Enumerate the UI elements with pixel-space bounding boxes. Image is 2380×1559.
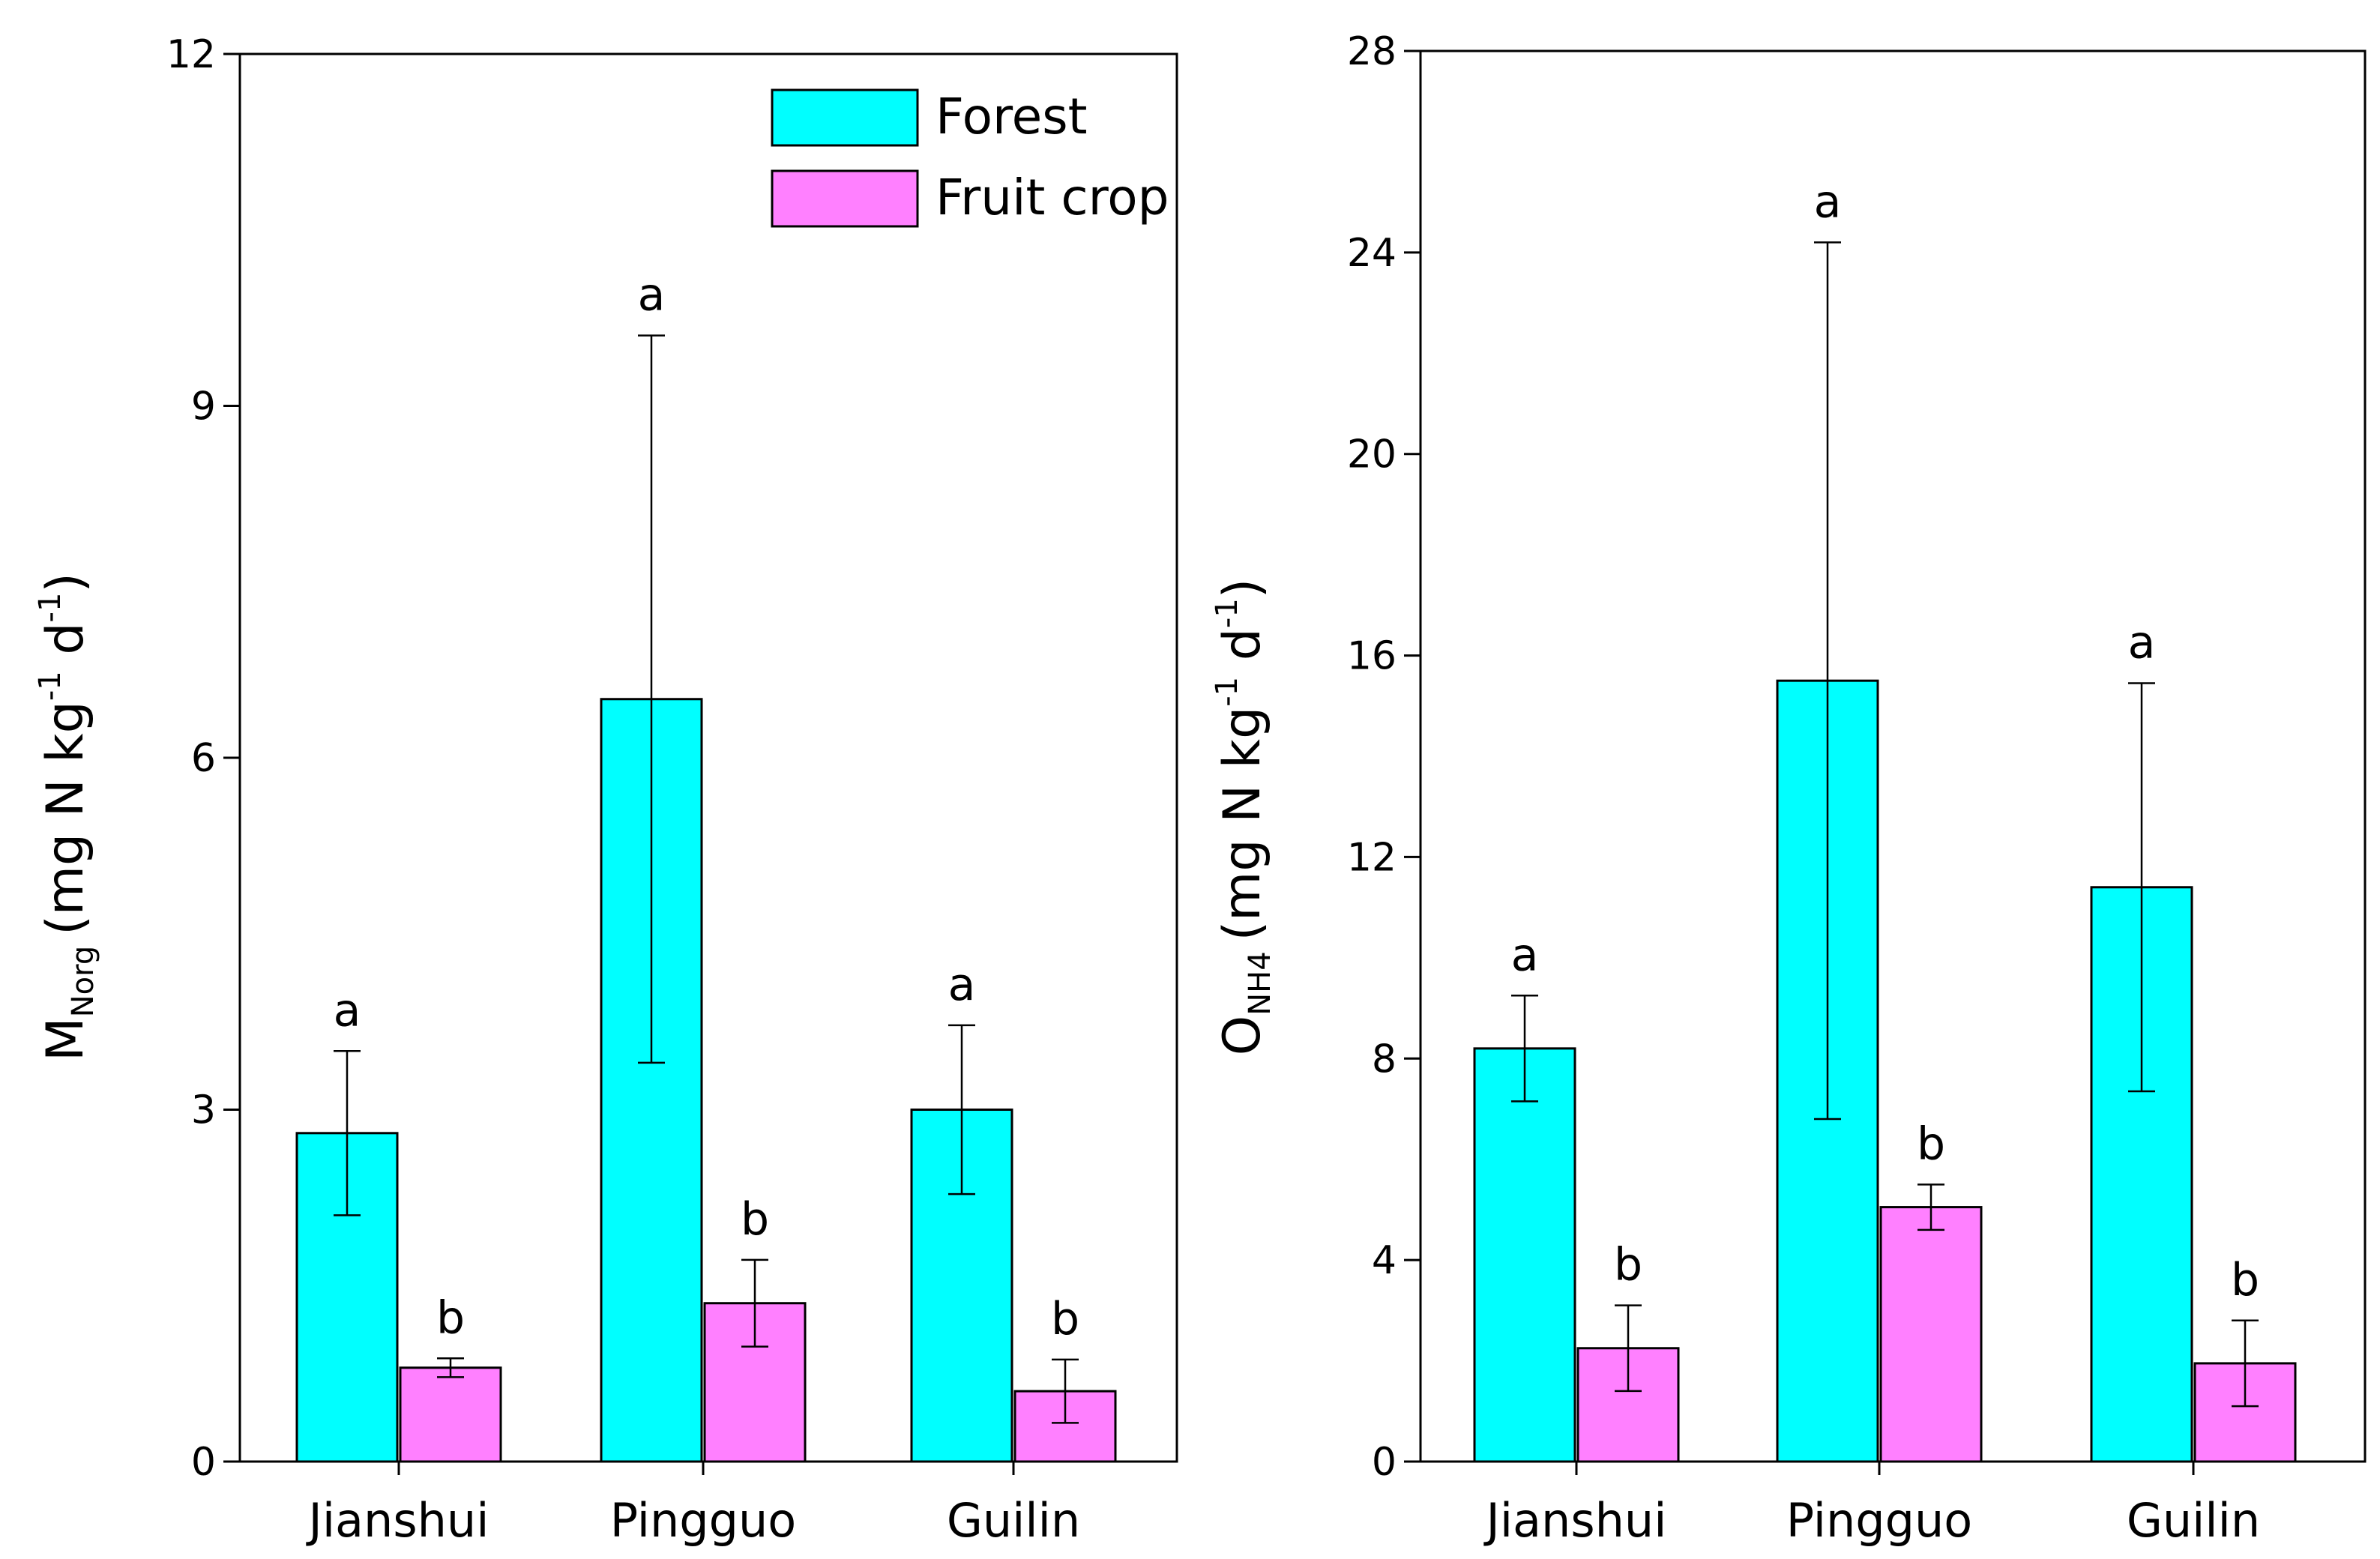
y-axis-label: ONH4(mg N kg-1 d-1) [1210,579,1277,1056]
y-tick-label: 9 [191,385,216,429]
y-axis-label-sup1: -1 [1210,677,1244,707]
legend-swatch [771,88,919,147]
significance-letter: a [334,984,361,1037]
y-tick-label: 12 [166,32,216,77]
legend-label: Forest [936,88,1088,145]
y-axis-label-main: M [36,1017,95,1061]
y-axis-label-sub: Norg [66,946,100,1018]
significance-letter: a [1511,929,1539,981]
y-tick-label: 0 [1372,1440,1397,1485]
significance-letter: a [638,269,666,322]
y-tick-label: 4 [1372,1238,1397,1283]
x-tick-label: Guilin [2127,1493,2260,1548]
significance-letter: b [2231,1254,2259,1306]
y-axis-label-sup1: -1 [33,671,67,701]
y-axis-label-sup2: -1 [33,593,67,623]
y-tick-label: 12 [1347,835,1397,880]
y-axis-label-main: O [1213,1016,1272,1056]
bar [1879,1206,1983,1463]
y-tick-label: 8 [1372,1037,1397,1082]
significance-letter: a [948,959,976,1011]
chart-panel-1: 0 3 6 9 12 Jianshui Pingguo Guilin a a a b b b MNorg (m… [33,32,1178,1548]
significance-letter: b [1614,1239,1642,1291]
y-axis-label-d: d [1213,628,1272,677]
significance-letter: b [1051,1293,1079,1345]
x-tick-label: Jianshui [306,1493,489,1548]
x-tick-label: Pingguo [610,1493,796,1548]
y-tick-label: 24 [1347,231,1397,276]
significance-letter: a [2128,617,2156,669]
significance-letter: b [436,1291,465,1344]
y-tick-label: 6 [191,736,216,781]
y-axis-label-unit_open: (mg N kg [1213,707,1272,941]
y-tick-label: 28 [1347,29,1397,74]
legend-swatch [771,169,919,228]
significance-letter: b [1917,1118,1945,1170]
chart-panel-2: 0 4 8 12 16 20 24 28 Jianshui Pingguo Guilin a a a b b b… [1210,29,2367,1548]
y-axis-label-close: ) [36,573,95,593]
y-axis-label-d: d [36,622,95,671]
legend: Forest Fruit crop [771,88,1169,228]
y-tick-label: 16 [1347,634,1397,679]
bar [295,1132,399,1463]
bar [399,1366,502,1463]
y-axis-label-unit_open: (mg N kg [36,701,95,935]
significance-letter: a [1814,175,1842,228]
y-tick-label: 20 [1347,432,1397,477]
x-tick-label: Guilin [947,1493,1080,1548]
x-tick-label: Pingguo [1786,1493,1972,1548]
x-tick-label: Jianshui [1483,1493,1667,1548]
y-axis-label-close: ) [1213,579,1272,599]
legend-label: Fruit crop [936,169,1169,226]
y-tick-label: 3 [191,1088,216,1133]
y-tick-label: 0 [191,1440,216,1485]
bar [1473,1047,1576,1463]
y-axis-label-sup2: -1 [1210,598,1244,628]
y-axis-label: MNorg(mg N kg-1 d-1) [33,573,100,1061]
y-axis-label-sub: NH4 [1243,951,1277,1015]
significance-letter: b [741,1193,769,1246]
